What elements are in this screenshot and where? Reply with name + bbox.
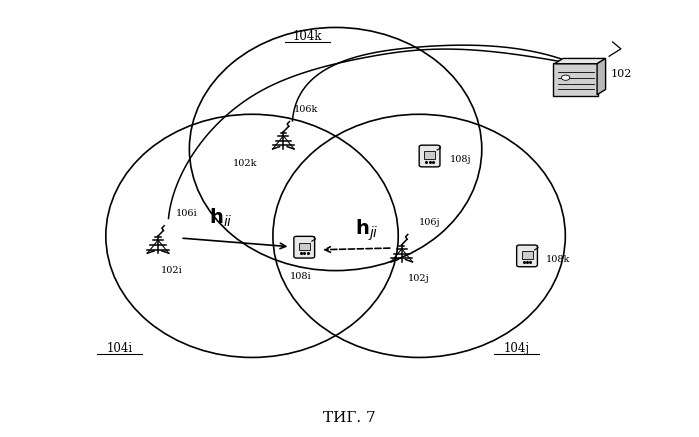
- Text: 104k: 104k: [293, 30, 322, 43]
- Text: $\mathbf{h}_{ii}$: $\mathbf{h}_{ii}$: [209, 207, 233, 229]
- Text: 104j: 104j: [503, 342, 530, 355]
- Text: 102k: 102k: [233, 160, 257, 168]
- FancyBboxPatch shape: [294, 236, 315, 258]
- Polygon shape: [554, 59, 605, 64]
- Polygon shape: [597, 59, 605, 95]
- Text: $\mathbf{h}_{ji}$: $\mathbf{h}_{ji}$: [355, 218, 379, 243]
- Text: ΤИГ. 7: ΤИГ. 7: [323, 411, 376, 425]
- FancyBboxPatch shape: [553, 63, 598, 96]
- Text: 108i: 108i: [290, 272, 312, 281]
- Text: 106k: 106k: [294, 105, 318, 114]
- Text: 102: 102: [610, 69, 632, 80]
- Text: 102j: 102j: [408, 274, 430, 284]
- Bar: [298, 243, 310, 250]
- Text: 108k: 108k: [546, 255, 570, 264]
- Bar: [424, 152, 435, 159]
- Text: 108j: 108j: [450, 155, 472, 164]
- FancyBboxPatch shape: [517, 245, 538, 267]
- FancyBboxPatch shape: [419, 145, 440, 167]
- Bar: [521, 251, 533, 259]
- Text: 104i: 104i: [107, 342, 133, 355]
- Circle shape: [561, 75, 570, 80]
- Text: 106j: 106j: [419, 218, 441, 227]
- Text: 106i: 106i: [175, 209, 197, 218]
- Text: 102i: 102i: [161, 266, 183, 275]
